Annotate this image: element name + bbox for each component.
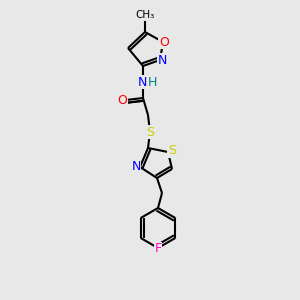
Text: O: O <box>117 94 127 106</box>
Text: O: O <box>159 35 169 49</box>
Text: N: N <box>137 76 147 88</box>
Text: S: S <box>168 145 176 158</box>
Text: CH₃: CH₃ <box>135 10 154 20</box>
Text: F: F <box>154 242 162 256</box>
Text: N: N <box>157 53 167 67</box>
Text: S: S <box>146 125 154 139</box>
Text: H: H <box>147 76 157 88</box>
Text: N: N <box>131 160 141 173</box>
